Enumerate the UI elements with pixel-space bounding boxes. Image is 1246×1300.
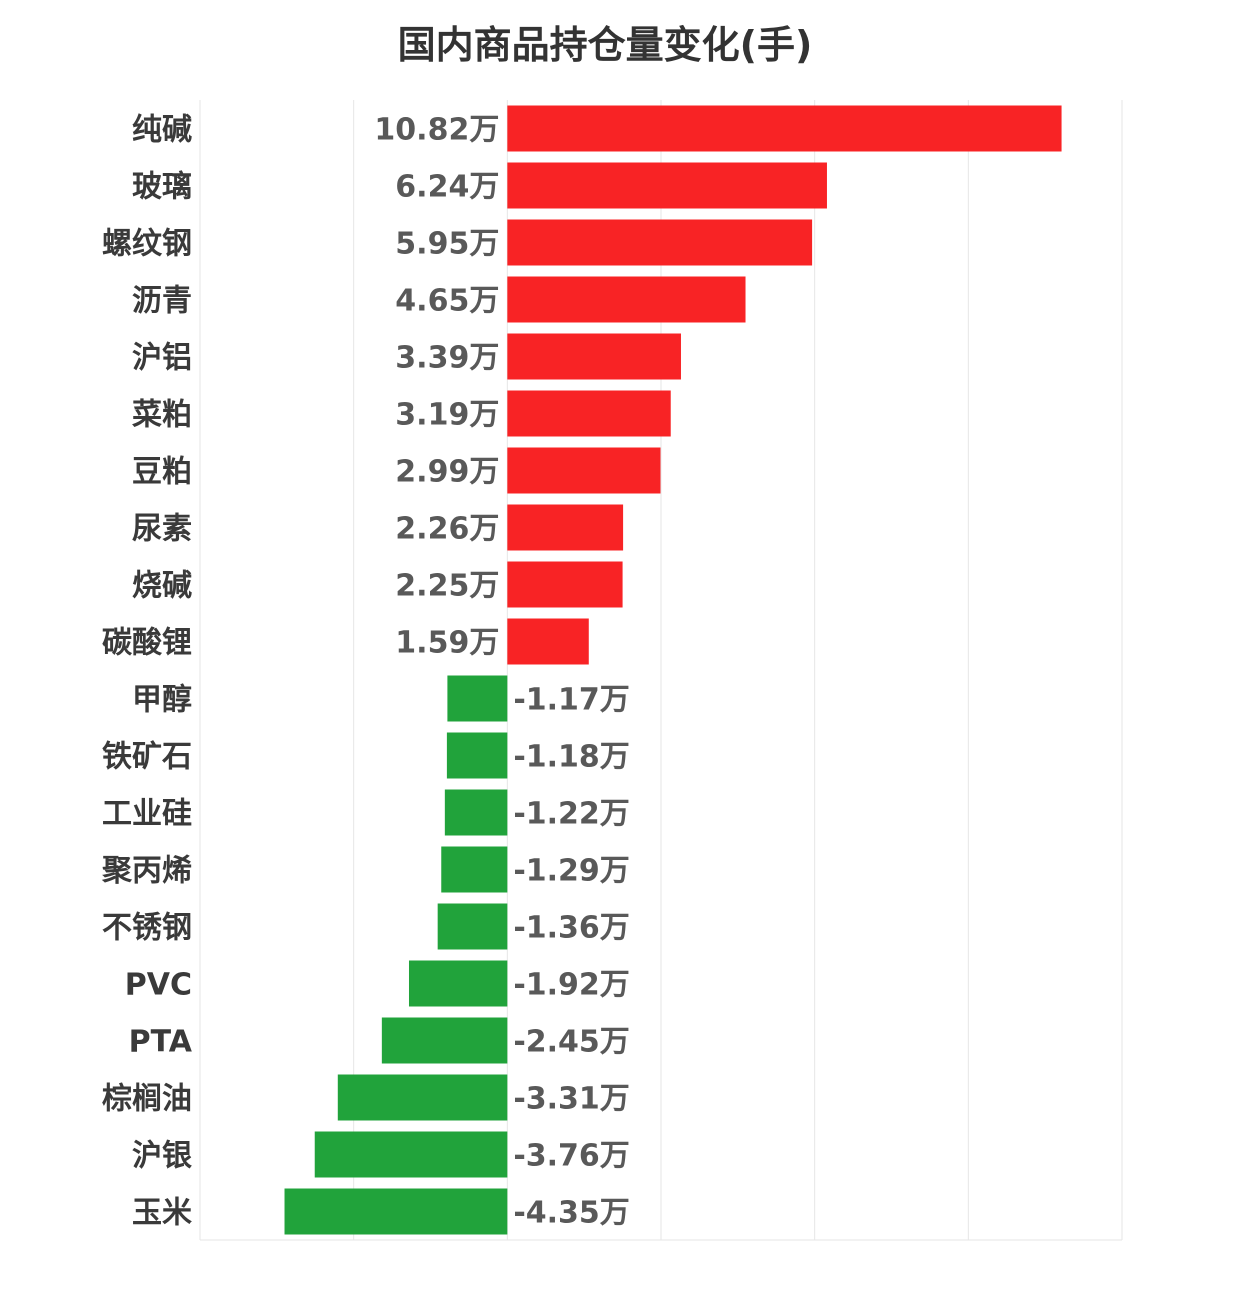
- bar-10: [447, 675, 508, 722]
- category-label: 棕榈油: [102, 1082, 192, 1117]
- category-label: 豆粕: [132, 455, 192, 490]
- category-label: 铁矿石: [102, 740, 192, 775]
- value-label: -3.76万: [513, 1139, 629, 1174]
- bar-11: [446, 732, 508, 779]
- category-label: 沥青: [132, 284, 192, 319]
- bar-4: [507, 333, 681, 380]
- category-label: 菜粕: [132, 398, 192, 433]
- value-label: -1.22万: [513, 797, 629, 832]
- category-label: 不锈钢: [102, 911, 192, 946]
- value-label: 2.25万: [395, 569, 499, 604]
- value-label: 2.99万: [395, 455, 499, 490]
- value-label: -1.36万: [513, 911, 629, 946]
- category-label: 玻璃: [132, 170, 192, 205]
- bar-2: [507, 219, 813, 266]
- value-label: 6.24万: [395, 170, 499, 205]
- bar-14: [437, 903, 508, 950]
- category-label: 尿素: [132, 512, 192, 547]
- bar-9: [507, 618, 589, 665]
- value-label: -1.17万: [513, 683, 629, 718]
- category-label: 聚丙烯: [101, 854, 192, 889]
- bars: [284, 105, 1062, 1235]
- value-label: -1.18万: [513, 740, 629, 775]
- bar-19: [284, 1188, 508, 1235]
- value-label: -1.92万: [513, 968, 629, 1003]
- gridlines: [199, 100, 1123, 1241]
- bar-12: [444, 789, 508, 836]
- category-label: 沪银: [132, 1139, 192, 1174]
- value-label: 5.95万: [395, 227, 499, 262]
- value-label: 10.82万: [374, 113, 499, 148]
- chart-title: 国内商品持仓量变化(手): [397, 23, 813, 67]
- category-label: 螺纹钢: [102, 227, 192, 262]
- bar-7: [507, 504, 624, 551]
- value-labels: 10.82万 6.24万 5.95万 4.65万 3.39万 3.19万 2.99万 2.26…: [374, 113, 629, 1231]
- category-label: 甲醇: [132, 683, 192, 718]
- bar-18: [314, 1131, 508, 1178]
- value-label: 4.65万: [395, 284, 499, 319]
- category-label: 沪铝: [132, 341, 192, 376]
- category-label: 玉米: [132, 1196, 192, 1231]
- bar-17: [337, 1074, 508, 1121]
- bar-15: [408, 960, 508, 1007]
- bar-0: [507, 105, 1062, 152]
- bar-16: [381, 1017, 508, 1064]
- value-label: -3.31万: [513, 1082, 629, 1117]
- bar-5: [507, 390, 671, 437]
- category-label: PVC: [125, 968, 192, 1003]
- category-label: 碳酸锂: [102, 626, 192, 661]
- bar-1: [507, 162, 827, 209]
- value-label: 1.59万: [395, 626, 499, 661]
- value-label: 3.39万: [395, 341, 499, 376]
- value-label: 2.26万: [395, 512, 499, 547]
- category-label: 纯碱: [132, 113, 192, 148]
- value-label: 3.19万: [395, 398, 499, 433]
- value-label: -4.35万: [513, 1196, 629, 1231]
- bar-3: [507, 276, 746, 323]
- bar-6: [507, 447, 661, 494]
- category-label: 工业硅: [102, 797, 192, 832]
- bar-8: [507, 561, 623, 608]
- value-label: -2.45万: [513, 1025, 629, 1060]
- value-label: -1.29万: [513, 854, 629, 889]
- category-label: PTA: [129, 1025, 193, 1060]
- category-label: 烧碱: [132, 569, 192, 604]
- bar-13: [441, 846, 508, 893]
